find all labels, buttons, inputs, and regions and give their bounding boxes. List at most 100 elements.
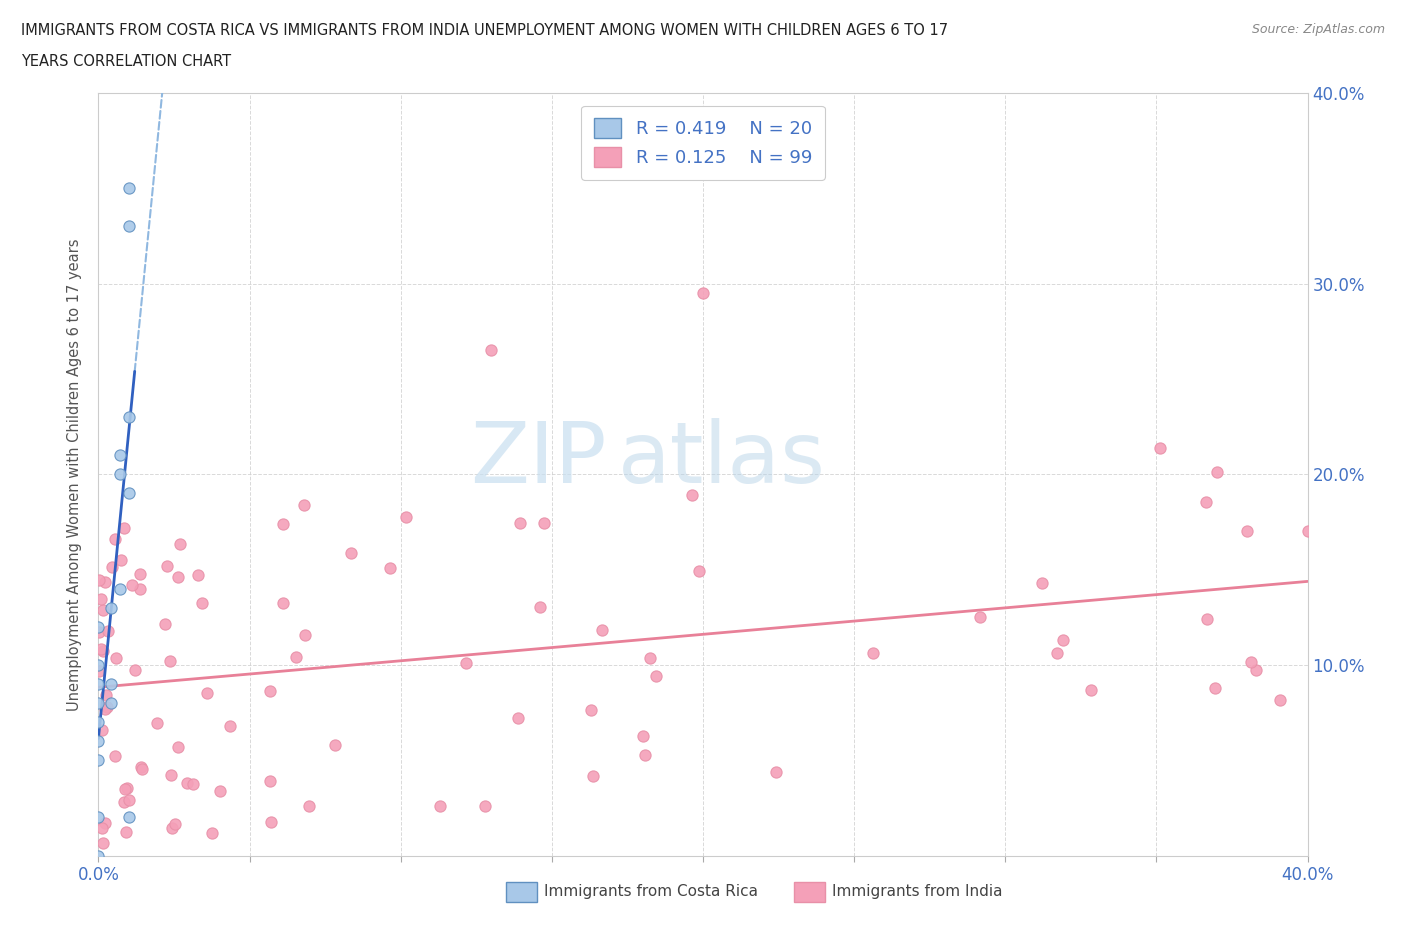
- Point: [681, 487, 703, 502]
- Point: [378, 561, 401, 576]
- Point: [195, 685, 218, 700]
- Point: [153, 617, 176, 631]
- Point: [108, 448, 131, 463]
- Point: [104, 651, 127, 666]
- Point: [1149, 441, 1171, 456]
- Text: Immigrants from Costa Rica: Immigrants from Costa Rica: [544, 884, 758, 899]
- Point: [1046, 645, 1069, 660]
- Point: [529, 599, 551, 614]
- Point: [1296, 525, 1319, 539]
- Point: [96, 699, 118, 714]
- Point: [582, 769, 605, 784]
- Point: [87, 696, 110, 711]
- Point: [112, 794, 135, 809]
- Point: [118, 810, 141, 825]
- Point: [271, 516, 294, 531]
- Point: [1268, 692, 1291, 707]
- Point: [87, 663, 110, 678]
- Point: [591, 622, 613, 637]
- Point: [285, 650, 308, 665]
- Point: [1204, 681, 1226, 696]
- Point: [118, 219, 141, 233]
- Y-axis label: Unemployment Among Women with Children Ages 6 to 17 years: Unemployment Among Women with Children A…: [67, 238, 83, 711]
- Point: [159, 654, 181, 669]
- Point: [87, 619, 110, 634]
- Point: [474, 799, 496, 814]
- Text: Immigrants from India: Immigrants from India: [832, 884, 1002, 899]
- Text: ZIP: ZIP: [470, 418, 606, 500]
- Point: [167, 569, 190, 584]
- Point: [862, 645, 884, 660]
- Point: [481, 343, 503, 358]
- Point: [160, 820, 183, 835]
- Point: [108, 467, 131, 482]
- Point: [1052, 632, 1074, 647]
- Point: [201, 825, 224, 840]
- Point: [104, 748, 127, 763]
- Point: [108, 581, 131, 596]
- Point: [259, 684, 281, 699]
- Point: [1195, 611, 1218, 626]
- Point: [90, 591, 112, 606]
- Point: [191, 596, 214, 611]
- Point: [638, 651, 661, 666]
- Point: [260, 815, 283, 830]
- Point: [765, 764, 787, 779]
- Point: [509, 516, 531, 531]
- Point: [176, 776, 198, 790]
- Legend: R = 0.419    N = 20, R = 0.125    N = 99: R = 0.419 N = 20, R = 0.125 N = 99: [582, 106, 824, 179]
- Point: [1080, 683, 1102, 698]
- Point: [533, 516, 555, 531]
- Point: [90, 820, 112, 835]
- Point: [508, 711, 530, 725]
- Point: [118, 181, 141, 196]
- Point: [91, 723, 114, 737]
- Point: [454, 656, 477, 671]
- Point: [129, 581, 152, 596]
- Point: [87, 658, 110, 672]
- Point: [87, 572, 110, 587]
- Point: [156, 558, 179, 573]
- Point: [688, 564, 710, 578]
- Point: [259, 774, 281, 789]
- Point: [118, 485, 141, 500]
- Point: [298, 798, 321, 813]
- Text: atlas: atlas: [619, 418, 827, 500]
- Point: [1236, 525, 1258, 539]
- Point: [87, 810, 110, 825]
- Text: Source: ZipAtlas.com: Source: ZipAtlas.com: [1251, 23, 1385, 36]
- Point: [124, 662, 146, 677]
- Point: [91, 836, 114, 851]
- Point: [167, 739, 190, 754]
- Point: [91, 603, 114, 618]
- Point: [340, 546, 363, 561]
- Point: [146, 716, 169, 731]
- Point: [90, 642, 112, 657]
- Point: [294, 628, 316, 643]
- Point: [131, 762, 153, 777]
- Point: [117, 781, 139, 796]
- Point: [644, 669, 666, 684]
- Point: [87, 734, 110, 749]
- Point: [93, 702, 115, 717]
- Point: [118, 792, 141, 807]
- Point: [87, 677, 110, 692]
- Point: [87, 753, 110, 768]
- Bar: [506, 882, 537, 902]
- Text: IMMIGRANTS FROM COSTA RICA VS IMMIGRANTS FROM INDIA UNEMPLOYMENT AMONG WOMEN WIT: IMMIGRANTS FROM COSTA RICA VS IMMIGRANTS…: [21, 23, 948, 38]
- Point: [129, 566, 152, 581]
- Point: [219, 719, 242, 734]
- Bar: [794, 882, 825, 902]
- Point: [1031, 576, 1053, 591]
- Point: [104, 532, 127, 547]
- Point: [100, 677, 122, 692]
- Point: [208, 784, 231, 799]
- Point: [1206, 464, 1229, 479]
- Text: YEARS CORRELATION CHART: YEARS CORRELATION CHART: [21, 54, 231, 69]
- Point: [1246, 662, 1268, 677]
- Point: [118, 409, 141, 424]
- Point: [634, 748, 657, 763]
- Point: [91, 644, 114, 658]
- Point: [94, 816, 117, 830]
- Point: [323, 737, 346, 752]
